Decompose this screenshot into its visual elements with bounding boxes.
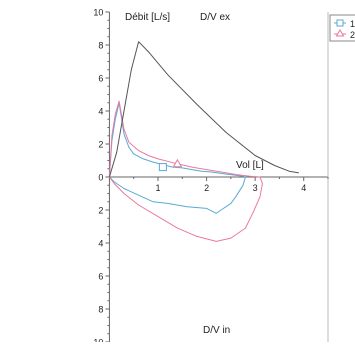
legend: 1 2 [329,14,355,42]
y-tick-label: 0 [98,173,103,183]
y-tick-label: 6 [98,74,103,84]
series-line-1 [108,102,246,214]
series-line-2 [108,100,263,242]
series-marker-2 [172,158,183,168]
x-tick-label: 1 [155,183,160,193]
x-tick-label: 3 [253,183,258,193]
y-tick-label: 2 [98,206,103,216]
y-tick-label: 6 [98,272,103,282]
ticks-group: 2 4 6 8 10 2 4 6 8 10 0 1 2 3 4 [93,8,329,347]
x-axis-label: Vol [L] [236,160,264,171]
series-marker-1 [158,163,167,172]
y-tick-label: 8 [98,41,103,51]
series-group [108,41,299,242]
legend-label-1: 1 [350,19,355,29]
top-label: D/V ex [200,12,230,23]
y-tick-label: 10 [93,338,103,343]
axes-group [108,12,329,342]
y-tick-label: 4 [98,239,103,249]
y-tick-label: 4 [98,107,103,117]
legend-marker-1 [336,19,344,27]
x-tick-label: 4 [301,183,306,193]
y-tick-label: 2 [98,140,103,150]
y-axis-label: Débit [L/s] [125,12,170,23]
legend-label-2: 2 [350,30,355,40]
y-tick-label: 8 [98,305,103,315]
series-line-outline [108,41,299,178]
bottom-label: D/V in [203,325,230,336]
legend-marker-2 [335,29,345,37]
legend-box [329,14,355,42]
x-tick-label: 2 [204,183,209,193]
y-tick-label: 10 [93,8,103,18]
